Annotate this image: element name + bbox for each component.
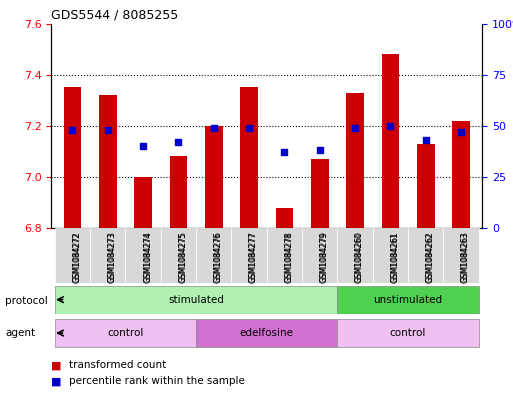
Text: protocol: protocol — [5, 296, 48, 306]
Point — [422, 137, 430, 143]
Text: edelfosine: edelfosine — [240, 328, 294, 338]
Text: GSM1084277: GSM1084277 — [249, 232, 258, 283]
FancyBboxPatch shape — [196, 319, 338, 347]
Text: GDS5544 / 8085255: GDS5544 / 8085255 — [51, 8, 179, 21]
Bar — [417, 144, 435, 228]
Text: ■: ■ — [51, 376, 62, 386]
Text: GSM1084277: GSM1084277 — [249, 231, 258, 282]
Text: GSM1084261: GSM1084261 — [390, 231, 400, 281]
Bar — [275, 208, 293, 228]
Text: GSM1084272: GSM1084272 — [72, 231, 82, 281]
Point — [210, 125, 218, 131]
Text: GSM1084260: GSM1084260 — [355, 231, 364, 282]
FancyBboxPatch shape — [267, 228, 302, 283]
Text: GSM1084275: GSM1084275 — [179, 231, 187, 282]
Text: GSM1084276: GSM1084276 — [214, 231, 223, 282]
Text: GSM1084273: GSM1084273 — [108, 231, 117, 282]
Text: GSM1084262: GSM1084262 — [426, 231, 435, 281]
Text: GSM1084272: GSM1084272 — [72, 232, 82, 283]
Text: GSM1084274: GSM1084274 — [143, 232, 152, 283]
Text: percentile rank within the sample: percentile rank within the sample — [69, 376, 245, 386]
FancyBboxPatch shape — [443, 228, 479, 283]
Point — [351, 125, 359, 131]
Text: GSM1084263: GSM1084263 — [461, 231, 470, 282]
Bar — [311, 159, 328, 228]
Text: unstimulated: unstimulated — [373, 295, 443, 305]
FancyBboxPatch shape — [55, 319, 196, 347]
Bar — [240, 88, 258, 228]
Point — [68, 127, 76, 133]
Bar — [170, 156, 187, 228]
Bar — [64, 88, 82, 228]
Text: GSM1084275: GSM1084275 — [179, 232, 187, 283]
FancyBboxPatch shape — [302, 228, 338, 283]
Bar — [134, 177, 152, 228]
Bar — [205, 126, 223, 228]
Point — [174, 139, 183, 145]
Text: agent: agent — [5, 328, 35, 338]
FancyBboxPatch shape — [338, 285, 479, 314]
FancyBboxPatch shape — [338, 228, 373, 283]
Text: GSM1084274: GSM1084274 — [143, 231, 152, 282]
Point — [386, 123, 394, 129]
FancyBboxPatch shape — [231, 228, 267, 283]
Text: GSM1084278: GSM1084278 — [284, 232, 293, 283]
Text: GSM1084279: GSM1084279 — [320, 231, 329, 282]
Bar — [452, 121, 470, 228]
Point — [280, 149, 288, 156]
Text: GSM1084260: GSM1084260 — [355, 232, 364, 283]
Bar — [346, 93, 364, 228]
Point — [139, 143, 147, 149]
Text: control: control — [390, 328, 426, 338]
Text: GSM1084261: GSM1084261 — [390, 232, 400, 283]
Text: control: control — [107, 328, 144, 338]
Text: GSM1084262: GSM1084262 — [426, 232, 435, 283]
FancyBboxPatch shape — [55, 285, 338, 314]
Text: stimulated: stimulated — [168, 295, 224, 305]
Text: GSM1084273: GSM1084273 — [108, 232, 117, 283]
FancyBboxPatch shape — [55, 228, 90, 283]
FancyBboxPatch shape — [408, 228, 443, 283]
Bar — [99, 95, 116, 228]
Text: GSM1084276: GSM1084276 — [214, 232, 223, 283]
Bar — [382, 54, 399, 228]
FancyBboxPatch shape — [90, 228, 126, 283]
Point — [245, 125, 253, 131]
FancyBboxPatch shape — [373, 228, 408, 283]
Text: transformed count: transformed count — [69, 360, 167, 371]
Text: GSM1084278: GSM1084278 — [284, 231, 293, 281]
FancyBboxPatch shape — [196, 228, 231, 283]
Point — [315, 147, 324, 153]
Text: GSM1084279: GSM1084279 — [320, 232, 329, 283]
FancyBboxPatch shape — [161, 228, 196, 283]
Point — [457, 129, 465, 135]
FancyBboxPatch shape — [338, 319, 479, 347]
Point — [104, 127, 112, 133]
Text: GSM1084263: GSM1084263 — [461, 232, 470, 283]
FancyBboxPatch shape — [126, 228, 161, 283]
Text: ■: ■ — [51, 360, 62, 371]
